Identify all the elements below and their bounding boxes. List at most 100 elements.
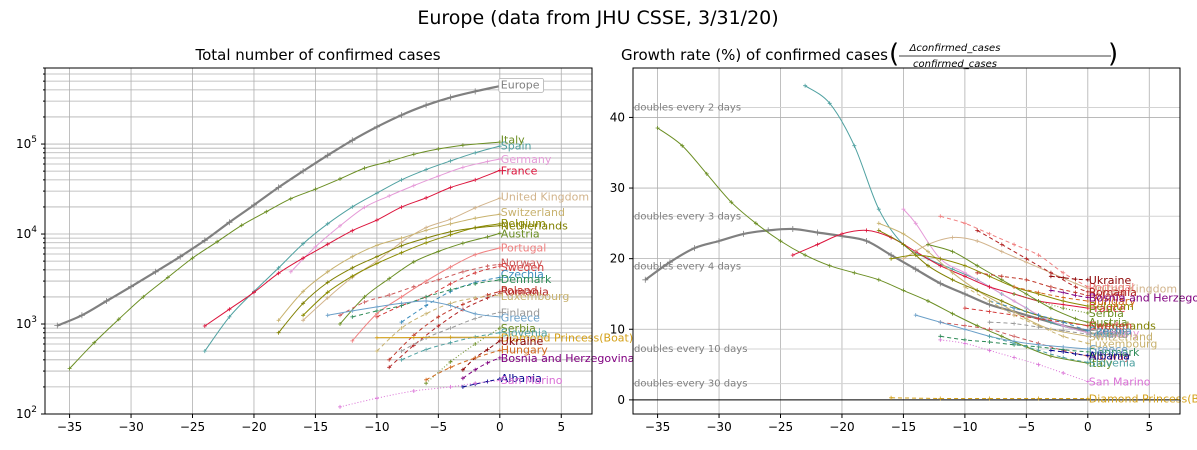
data-point <box>950 270 955 275</box>
series-label: Slovenia <box>1089 356 1136 369</box>
data-point <box>448 384 453 389</box>
data-point <box>485 264 490 269</box>
data-point <box>975 228 980 233</box>
data-point <box>485 379 490 384</box>
y-tick-label: 30 <box>610 181 625 195</box>
data-point <box>1085 284 1090 289</box>
series-label: Finland <box>1089 328 1128 341</box>
data-point <box>1085 295 1090 300</box>
data-point <box>374 243 379 248</box>
data-point <box>399 326 404 331</box>
data-point <box>938 263 943 268</box>
data-point <box>325 313 330 318</box>
y-tick-label: 20 <box>610 252 625 266</box>
series-line <box>388 292 500 368</box>
data-point <box>1012 292 1017 296</box>
data-point <box>276 265 281 270</box>
data-point <box>350 265 355 270</box>
doubling-label: doubles every 30 days <box>634 379 747 390</box>
data-point <box>987 348 992 353</box>
data-point <box>387 159 392 164</box>
data-point <box>704 171 709 176</box>
data-point <box>424 377 429 382</box>
data-point <box>301 313 306 318</box>
series-line <box>878 222 1088 337</box>
data-point <box>950 249 955 254</box>
data-point <box>1012 341 1017 346</box>
series-line <box>1013 286 1088 302</box>
series-label: Hungary <box>1089 295 1136 308</box>
data-point <box>226 219 233 226</box>
data-point <box>938 320 943 325</box>
data-point <box>350 274 355 279</box>
data-point <box>399 320 404 325</box>
data-point <box>473 316 478 321</box>
data-point <box>436 249 441 254</box>
data-point <box>901 242 906 247</box>
series-label: Europe <box>1089 325 1128 338</box>
series-label: Poland <box>501 284 538 297</box>
data-point <box>460 165 465 170</box>
data-point <box>1036 316 1041 321</box>
data-point <box>1061 349 1066 354</box>
data-point <box>497 144 502 149</box>
data-point <box>987 299 992 303</box>
x-tick-label: −15 <box>303 420 328 434</box>
data-point <box>1048 306 1053 311</box>
data-point <box>411 284 416 289</box>
data-point <box>913 221 918 226</box>
data-point <box>1012 321 1017 326</box>
data-point <box>1048 274 1053 279</box>
data-point <box>362 300 367 305</box>
data-point <box>374 349 379 354</box>
data-point <box>1036 342 1041 347</box>
x-axis-ticks: −35 −30 −25 −20 −15 −10 −5 0 5 <box>645 414 1153 434</box>
data-point <box>436 174 441 179</box>
x-tick-label: −30 <box>706 420 731 434</box>
data-point <box>913 313 918 318</box>
series-line <box>425 327 501 384</box>
data-point <box>387 365 392 370</box>
data-point <box>1024 256 1029 261</box>
data-point <box>460 367 465 372</box>
series-label: Hungary <box>501 344 548 357</box>
data-point <box>374 396 379 401</box>
data-point <box>436 147 441 151</box>
data-point <box>987 396 992 401</box>
data-point <box>251 202 257 208</box>
series-label: Switzerland <box>501 206 565 219</box>
data-point <box>485 159 490 164</box>
data-point <box>497 246 502 250</box>
data-point <box>497 335 502 340</box>
data-point <box>1085 277 1090 282</box>
data-point <box>350 308 355 313</box>
data-point <box>165 275 170 280</box>
x-tick-label: −5 <box>429 420 447 434</box>
data-point <box>436 277 441 282</box>
x-tick-label: −10 <box>364 420 389 434</box>
data-point <box>1061 344 1066 349</box>
series-label: Germany <box>501 153 552 166</box>
data-point <box>962 284 967 289</box>
data-point <box>411 183 416 188</box>
data-point <box>1012 306 1017 311</box>
data-point <box>999 249 1004 254</box>
data-point <box>852 143 857 148</box>
data-point <box>447 94 454 101</box>
data-point <box>938 256 943 261</box>
data-point <box>103 298 110 304</box>
data-point <box>497 355 502 360</box>
data-point <box>1012 284 1017 289</box>
data-point <box>374 304 379 309</box>
data-point <box>753 221 758 226</box>
data-point <box>202 349 207 354</box>
data-point <box>1073 277 1078 282</box>
series-label: United Kingdom <box>1089 282 1177 295</box>
data-point <box>1061 334 1066 339</box>
series-label: France <box>501 164 538 177</box>
data-point <box>938 214 943 219</box>
series-label: Sweden <box>501 261 544 274</box>
data-point <box>680 143 685 148</box>
data-point <box>252 290 256 295</box>
data-point <box>827 101 832 106</box>
